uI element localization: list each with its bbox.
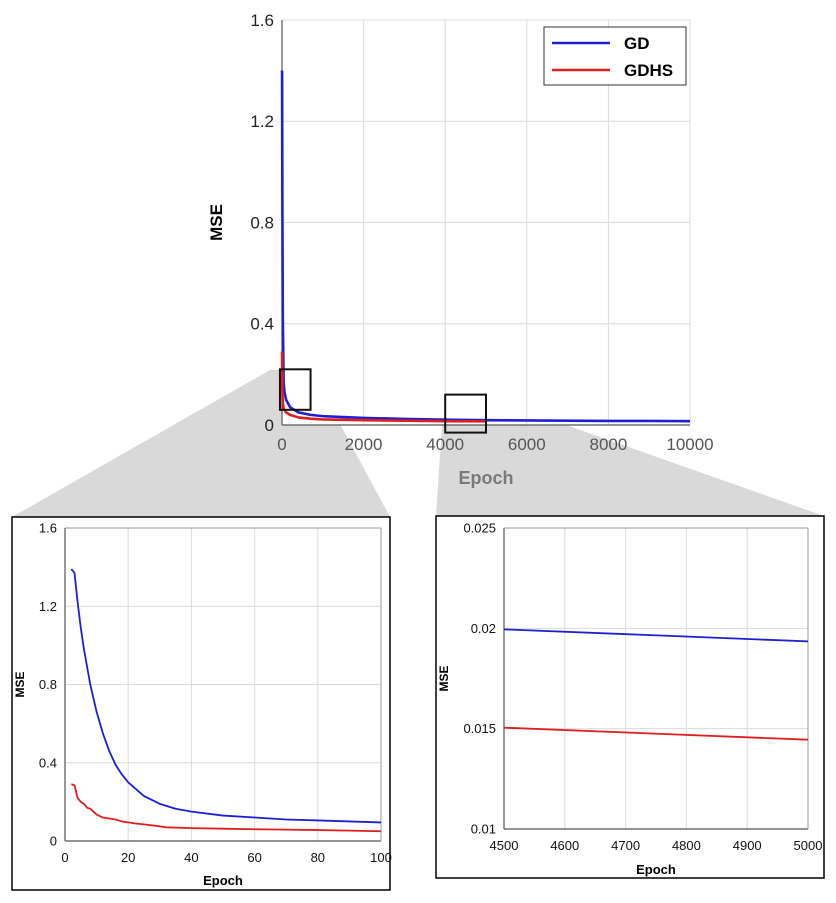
zoom-late-chart: 4500 4600 4700 4800 4900 5000 0.01 0.015 0.02 0.0… [435, 515, 825, 879]
main-y-tick-label-2: 0.8 [250, 213, 274, 232]
zoom-early-series-gdhs [71, 783, 382, 833]
main-series-gdhs [280, 351, 487, 423]
zoom-late-x-tick-label-1: 4600 [550, 838, 579, 853]
main-x-tick-label-2: 4000 [426, 435, 464, 454]
main-y-tick-label-1: 0.4 [250, 315, 274, 334]
zoom-late-x-tick-label-5: 5000 [794, 838, 823, 853]
zoom-early-x-tick-label-5: 100 [370, 850, 392, 865]
zoom-early-y-tick-label-1: 0.4 [39, 755, 57, 770]
zoom-late-series-gd [503, 628, 809, 643]
main-x-tick-label-5: 10000 [666, 435, 713, 454]
main-y-tick-label-0: 0 [265, 416, 274, 435]
legend-box [543, 26, 687, 86]
zoom-box-early [278, 368, 312, 411]
zoom-funnel-late [436, 396, 824, 516]
zoom-late-series-gdhs [503, 726, 809, 741]
zoom-early-x-tick-label-4: 80 [311, 850, 325, 865]
main-x-axis-label: Epoch [458, 468, 513, 488]
main-y-axis-label: MSE [207, 204, 226, 241]
zoom-late-y-tick-label-2: 0.02 [471, 621, 496, 636]
zoom-late-x-tick-label-0: 4500 [490, 838, 519, 853]
legend-label-gd: GD [624, 34, 650, 53]
zoom-late-x-tick-label-2: 4700 [611, 838, 640, 853]
main-y-tick-label-4: 1.6 [250, 11, 274, 30]
zoom-early-x-tick-label-1: 20 [121, 850, 135, 865]
main-series-gd [280, 70, 691, 423]
zoom-late-y-tick-label-1: 0.015 [463, 721, 496, 736]
zoom-late-x-tick-label-4: 4900 [733, 838, 762, 853]
zoom-early-x-tick-label-2: 40 [184, 850, 198, 865]
zoom-early-x-tick-label-3: 60 [247, 850, 261, 865]
zoom-early-x-tick-label-0: 0 [61, 850, 68, 865]
legend-label-gdhs: GDHS [624, 61, 673, 80]
main-chart: 0 2000 4000 6000 8000 10000 0 0.4 0.8 1.2 1.6 Epoch… [207, 11, 714, 488]
main-x-tick-label-3: 6000 [508, 435, 546, 454]
main-y-tick-label-3: 1.2 [250, 112, 274, 131]
zoom-late-x-axis-label: Epoch [636, 862, 676, 877]
zoom-early-y-tick-label-3: 1.2 [39, 599, 57, 614]
zoom-early-series-gd [70, 568, 382, 824]
zoom-early-chart: 0 20 40 60 80 100 0 0.4 0.8 1.2 1.6 Epoch MSE [11, 516, 392, 891]
zoom-early-y-tick-label-0: 0 [50, 834, 57, 849]
zoom-late-y-tick-label-0: 0.01 [471, 822, 496, 837]
zoom-box-late [444, 393, 488, 434]
main-x-tick-label-1: 2000 [345, 435, 383, 454]
zoom-early-y-tick-label-4: 1.6 [39, 521, 57, 536]
zoom-late-y-tick-label-3: 0.025 [463, 521, 496, 536]
zoom-late-y-axis-label: MSE [437, 665, 451, 691]
zoom-late-x-tick-label-3: 4800 [672, 838, 701, 853]
zoom-early-y-axis-label: MSE [13, 671, 27, 697]
zoom-late-plot-area [504, 528, 808, 829]
main-x-tick-label-0: 0 [277, 435, 286, 454]
main-x-tick-label-4: 8000 [589, 435, 627, 454]
zoom-early-x-axis-label: Epoch [203, 873, 243, 888]
zoom-early-y-tick-label-2: 0.8 [39, 677, 57, 692]
